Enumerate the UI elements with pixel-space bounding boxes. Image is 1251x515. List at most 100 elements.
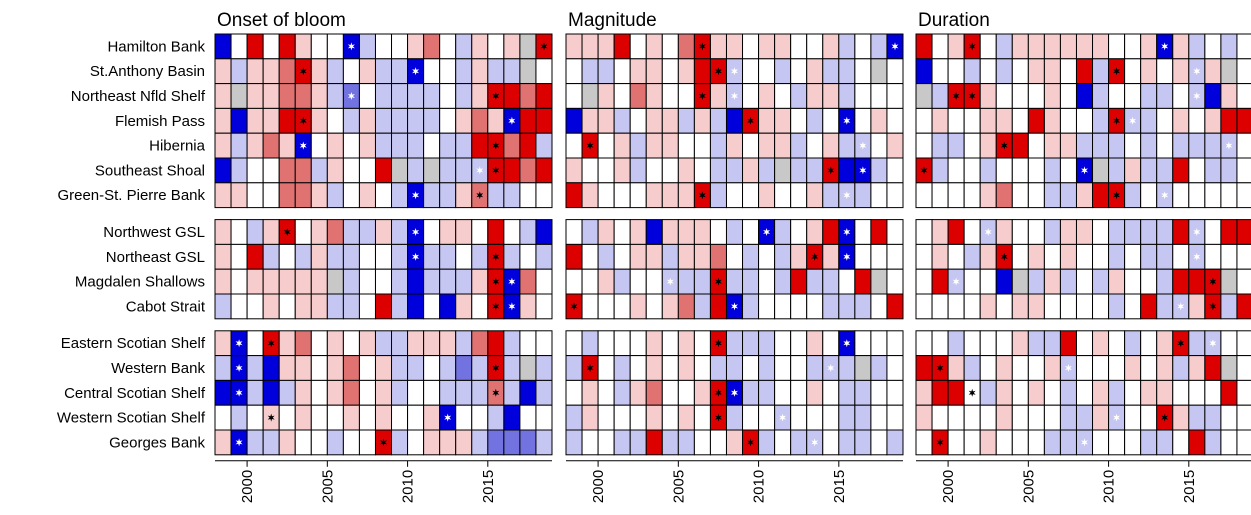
heat-cell — [709, 429, 727, 456]
heat-cell — [1108, 293, 1126, 320]
heat-cell — [503, 404, 521, 431]
row-label: Central Scotian Shelf — [64, 385, 206, 402]
heat-cell — [358, 219, 376, 245]
heat-cell — [1027, 404, 1045, 431]
heat-cell — [774, 33, 792, 60]
heat-cell — [1140, 132, 1158, 159]
heat-cell — [1059, 219, 1077, 245]
heat-cell — [709, 157, 727, 184]
heat-cell — [519, 157, 537, 184]
heat-cell — [915, 404, 933, 431]
heat-cell — [806, 268, 824, 295]
heat-cell — [391, 182, 409, 209]
heat-cell — [854, 429, 872, 456]
heat-cell — [391, 379, 409, 406]
heat-cell — [1027, 83, 1045, 109]
heat-cell — [742, 379, 760, 406]
heat-cell — [1059, 83, 1077, 109]
heat-cell — [838, 83, 856, 109]
heat-cell — [1043, 83, 1061, 109]
heat-cell — [806, 157, 824, 184]
heat-cell — [838, 293, 856, 320]
heat-cell — [1204, 132, 1222, 159]
row-label: Western Bank — [111, 360, 205, 377]
heat-cell — [693, 107, 711, 134]
heat-cell — [963, 355, 981, 381]
heat-cell — [471, 83, 489, 109]
heat-cell — [1140, 33, 1158, 60]
heat-cell — [214, 132, 232, 159]
heat-cell — [278, 330, 296, 357]
heat-cell — [1092, 293, 1110, 320]
heat-cell — [613, 132, 631, 159]
heat-cell — [1011, 107, 1029, 134]
heat-cell — [439, 379, 457, 406]
heat-cell — [915, 33, 933, 60]
heat-cell — [629, 330, 647, 357]
heat-cell — [693, 404, 711, 431]
heat-cell — [597, 83, 615, 109]
heat-cell — [709, 107, 727, 134]
heat-cell — [358, 58, 376, 85]
heat-cell — [262, 83, 280, 109]
heat-cell — [870, 243, 888, 270]
heat-cell — [278, 268, 296, 295]
heat-cell — [870, 157, 888, 184]
heat-cell — [1124, 83, 1142, 109]
heat-cell — [709, 219, 727, 245]
heat-cell — [1108, 243, 1126, 270]
heat-cell — [645, 243, 663, 270]
heat-cell — [1236, 182, 1251, 209]
heat-cell — [326, 429, 344, 456]
heat-cell — [565, 107, 583, 134]
heat-cell — [963, 107, 981, 134]
heat-cell — [581, 330, 599, 357]
heat-cell — [995, 379, 1013, 406]
heat-cell — [1140, 219, 1158, 245]
heat-cell — [294, 379, 312, 406]
heat-cell — [1220, 330, 1238, 357]
star-marker — [827, 166, 835, 175]
heat-cell — [1172, 58, 1190, 85]
heat-cell — [1220, 157, 1238, 184]
heat-cell — [565, 219, 583, 245]
heat-cell — [358, 132, 376, 159]
heat-cell — [838, 132, 856, 159]
heat-cell — [581, 404, 599, 431]
heat-cell — [1027, 429, 1045, 456]
heat-cell — [1236, 355, 1251, 381]
heat-cell — [870, 219, 888, 245]
star-marker — [731, 67, 738, 76]
star-marker — [347, 92, 355, 100]
heat-cell — [947, 107, 965, 134]
heat-cell — [995, 330, 1013, 357]
star-marker — [843, 191, 851, 200]
star-marker — [1113, 116, 1121, 125]
heat-cell — [886, 379, 904, 406]
star-marker — [492, 252, 500, 261]
star-marker — [1161, 413, 1169, 422]
heat-cell — [1027, 182, 1045, 209]
heat-cell — [423, 355, 441, 381]
heat-cell — [806, 58, 824, 85]
heat-cell — [979, 83, 997, 109]
heat-cell — [342, 132, 360, 159]
heat-cell — [854, 33, 872, 60]
heat-cell — [979, 268, 997, 295]
heat-cell — [374, 107, 393, 134]
heat-cell — [471, 243, 489, 270]
heat-cell — [629, 243, 647, 270]
heat-cell — [1156, 355, 1174, 381]
heat-cell — [661, 404, 679, 431]
heat-cell — [1124, 293, 1142, 320]
heat-cell — [471, 379, 489, 406]
heat-cell — [342, 107, 360, 134]
heat-cell — [1188, 182, 1206, 209]
heat-cell — [503, 379, 521, 406]
heat-cell — [613, 33, 631, 60]
heat-cell — [230, 58, 248, 85]
heat-cell — [1204, 404, 1222, 431]
star-marker — [267, 339, 275, 348]
heat-cell — [995, 219, 1013, 245]
heat-cell — [391, 404, 409, 431]
